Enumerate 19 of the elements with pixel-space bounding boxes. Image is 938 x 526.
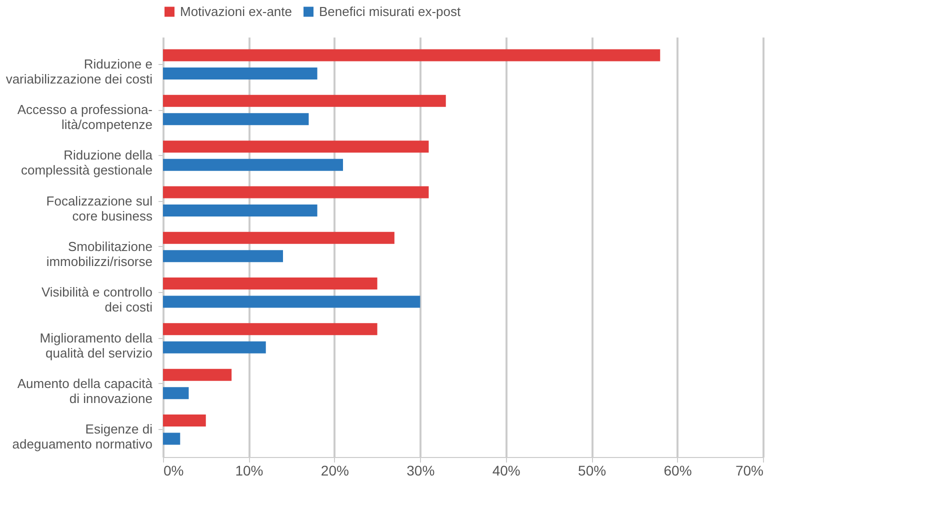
- y-tick-label: Visibilità e controllo dei costi: [41, 284, 153, 315]
- legend-label: Motivazioni ex-ante: [180, 4, 292, 19]
- y-tick-label: Smobilitazione immobilizzi/risorse: [46, 239, 152, 269]
- x-tick-label: 40%: [492, 462, 520, 478]
- x-tick-label: 10%: [235, 462, 264, 478]
- legend-label: Benefici misurati ex-post: [319, 4, 461, 19]
- x-tick-label: 20%: [320, 462, 349, 478]
- x-tick-label: 70%: [735, 462, 764, 478]
- x-tick-label: 60%: [664, 462, 692, 478]
- y-tick-label: Accesso a professiona- lità/competenze: [17, 102, 152, 132]
- x-tick-label: 30%: [406, 462, 435, 478]
- x-tick-label: 50%: [578, 462, 606, 478]
- y-tick-label: Aumento della capacità di innovazione: [17, 376, 154, 406]
- y-tick-label: Focalizzazione sul core business: [46, 193, 153, 224]
- y-tick-label: Riduzione e variabilizzazione dei costi: [6, 56, 153, 86]
- y-tick-label: Miglioramento della qualità del servizio: [40, 330, 154, 360]
- y-tick-label: Esigenze di adeguamento normativo: [12, 422, 153, 452]
- x-tick-label: 0%: [164, 462, 184, 478]
- y-tick-label: Riduzione della complessità gestionale: [20, 148, 154, 178]
